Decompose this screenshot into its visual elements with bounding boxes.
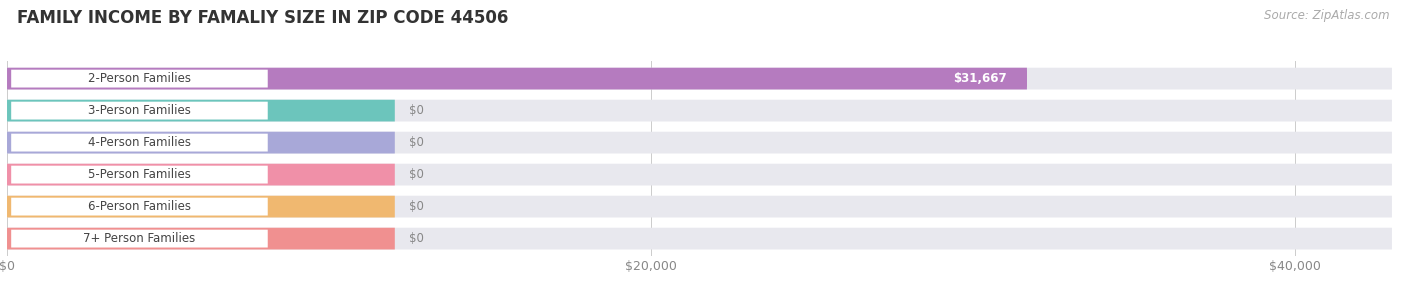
Text: $0: $0 — [409, 136, 423, 149]
FancyBboxPatch shape — [7, 68, 1026, 89]
FancyBboxPatch shape — [7, 100, 1392, 121]
FancyBboxPatch shape — [7, 132, 1392, 153]
Text: 2-Person Families: 2-Person Families — [89, 72, 191, 85]
FancyBboxPatch shape — [11, 70, 267, 88]
Text: $0: $0 — [409, 232, 423, 245]
Text: $31,667: $31,667 — [953, 72, 1007, 85]
Text: $0: $0 — [409, 168, 423, 181]
Text: 3-Person Families: 3-Person Families — [89, 104, 191, 117]
FancyBboxPatch shape — [7, 164, 395, 185]
FancyBboxPatch shape — [7, 164, 1392, 185]
FancyBboxPatch shape — [7, 68, 1392, 89]
Text: Source: ZipAtlas.com: Source: ZipAtlas.com — [1264, 9, 1389, 22]
FancyBboxPatch shape — [932, 70, 1026, 87]
Text: 4-Person Families: 4-Person Families — [89, 136, 191, 149]
FancyBboxPatch shape — [11, 134, 267, 152]
FancyBboxPatch shape — [7, 196, 1392, 217]
FancyBboxPatch shape — [7, 228, 395, 249]
FancyBboxPatch shape — [7, 132, 395, 153]
FancyBboxPatch shape — [7, 228, 1392, 249]
Text: FAMILY INCOME BY FAMALIY SIZE IN ZIP CODE 44506: FAMILY INCOME BY FAMALIY SIZE IN ZIP COD… — [17, 9, 508, 27]
Text: 7+ Person Families: 7+ Person Families — [83, 232, 195, 245]
FancyBboxPatch shape — [11, 166, 267, 184]
FancyBboxPatch shape — [7, 196, 395, 217]
FancyBboxPatch shape — [11, 102, 267, 120]
Text: 6-Person Families: 6-Person Families — [89, 200, 191, 213]
FancyBboxPatch shape — [11, 198, 267, 216]
Text: $0: $0 — [409, 104, 423, 117]
FancyBboxPatch shape — [7, 100, 395, 121]
Text: $0: $0 — [409, 200, 423, 213]
FancyBboxPatch shape — [11, 230, 267, 248]
Text: 5-Person Families: 5-Person Families — [89, 168, 191, 181]
